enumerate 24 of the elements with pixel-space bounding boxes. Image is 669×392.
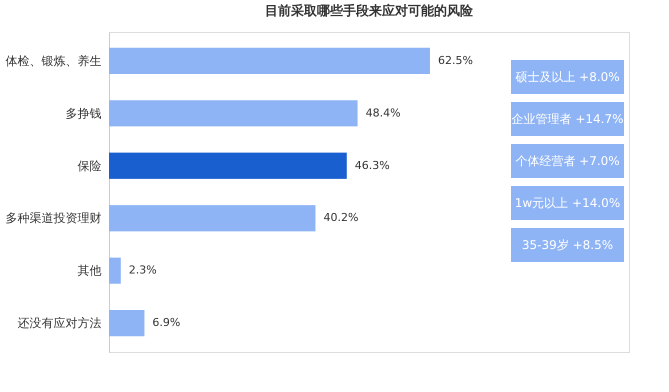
data-label: 62.5% — [438, 54, 473, 67]
text: 硕士及以上 +8.0% — [514, 70, 620, 84]
text: 1w元以上 +14.0% — [514, 196, 620, 210]
chart-title: 目前采取哪些手段来应对可能的风险 — [265, 3, 474, 19]
data-label: 40.2% — [323, 211, 358, 224]
y-tick-label: 其他 — [78, 264, 102, 278]
text: 个体经营者 +7.0% — [515, 154, 620, 168]
bar — [109, 258, 121, 284]
bar — [109, 48, 430, 74]
y-tick-label: 多种渠道投资理财 — [6, 211, 102, 226]
y-tick-label: 还没有应对方法 — [18, 316, 102, 330]
bar — [109, 205, 316, 232]
text: 35-39岁 +8.5% — [522, 238, 614, 252]
bar — [109, 152, 347, 179]
text: 企业管理者 +14.7% — [512, 112, 624, 126]
data-label: 46.3% — [354, 158, 390, 172]
bar — [109, 100, 358, 126]
y-tick-label: 保险 — [78, 158, 102, 173]
data-label: 6.9% — [152, 316, 180, 330]
data-label: 2.3% — [128, 264, 157, 277]
y-tick-label: 体检、锻炼、养生 — [6, 54, 102, 68]
data-label: 48.4% — [366, 106, 401, 120]
bar — [109, 310, 144, 336]
y-tick-label: 多挣钱 — [66, 106, 102, 120]
